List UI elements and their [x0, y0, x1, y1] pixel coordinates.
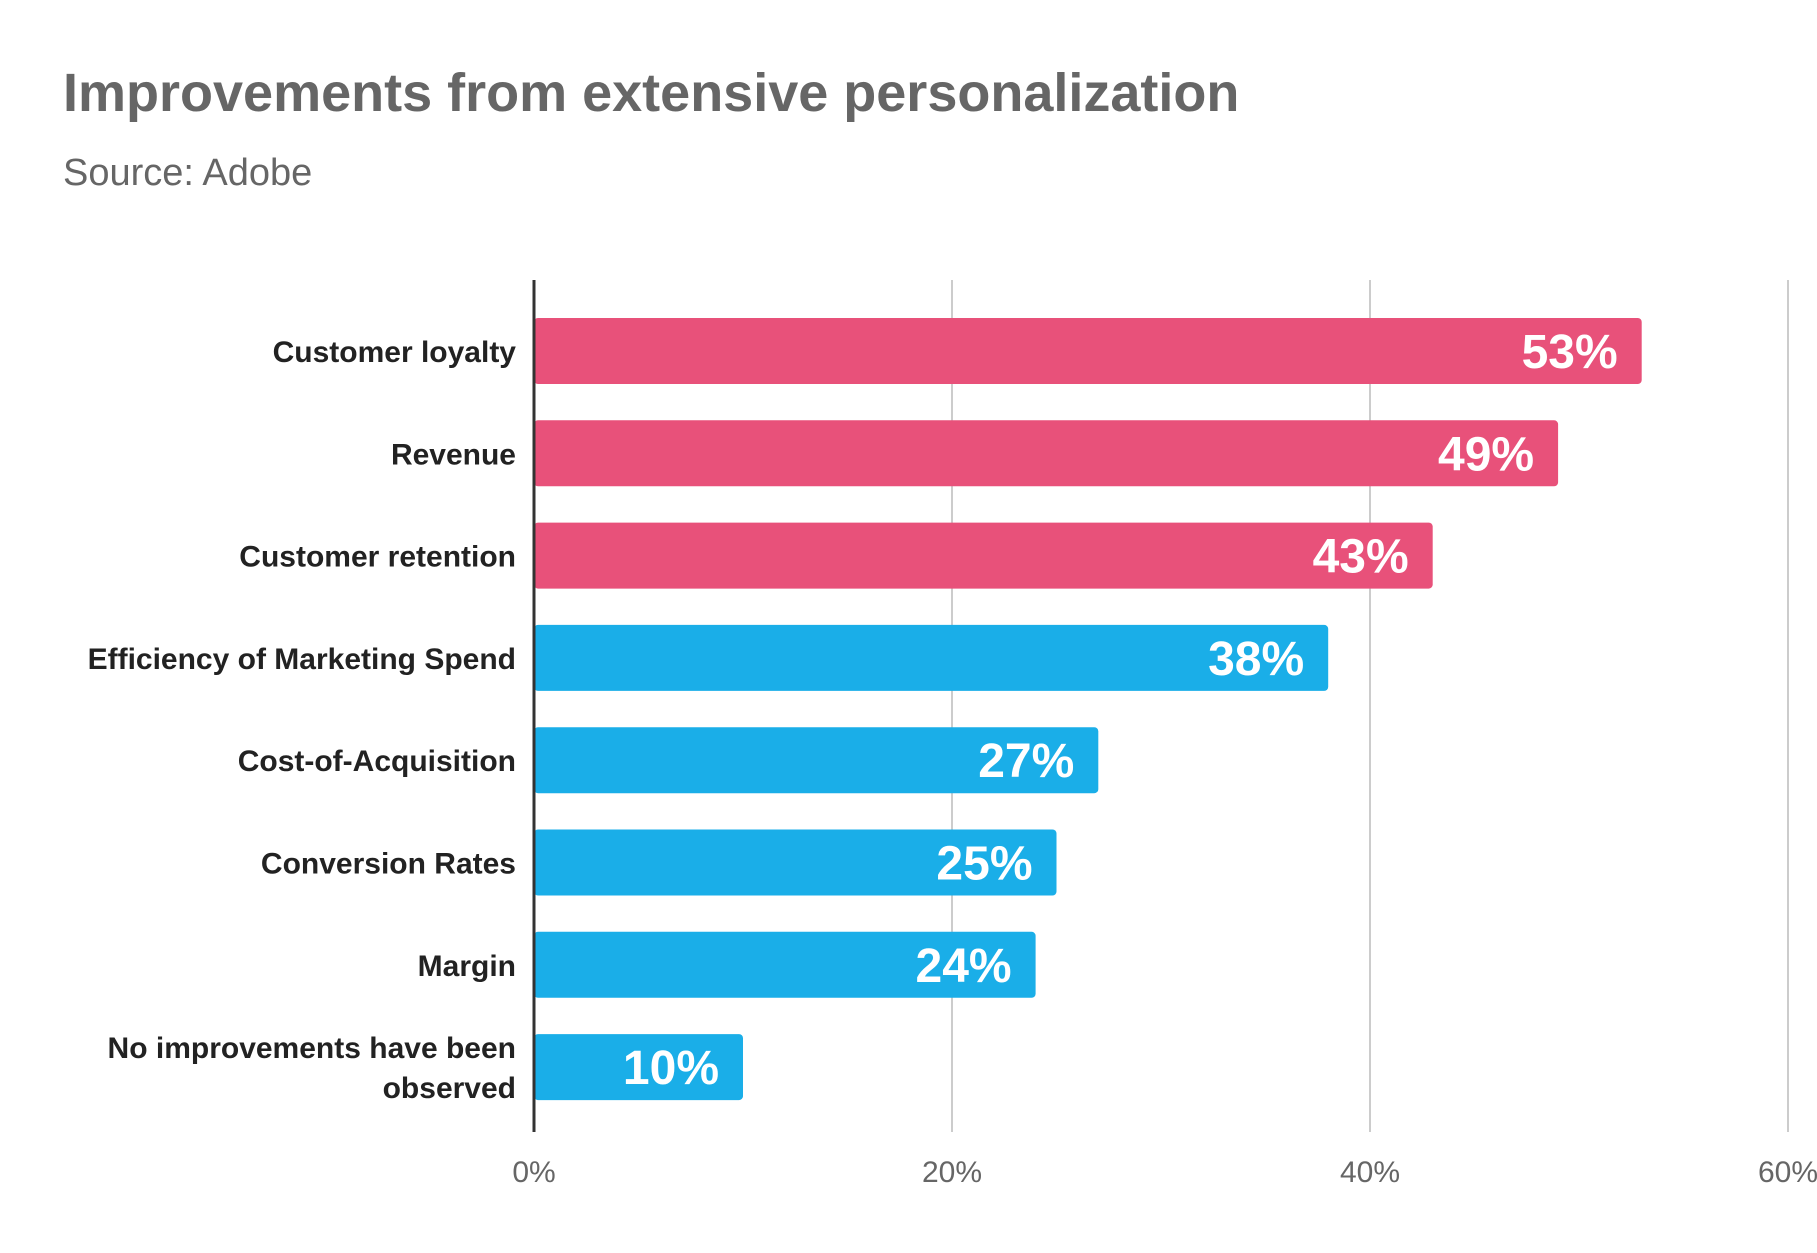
x-tick-label: 20%: [922, 1156, 982, 1189]
category-label: Efficiency of Marketing Spend: [88, 643, 516, 676]
bar: [534, 522, 1433, 589]
category-label: Cost-of-Acquisition: [238, 745, 516, 778]
category-label: Customer retention: [239, 541, 516, 574]
category-label-line: Conversion Rates: [261, 848, 516, 881]
category-label-line: Margin: [418, 950, 516, 983]
bar: [534, 420, 1559, 487]
bar-value-label: 25%: [936, 838, 1032, 891]
category-label-line: Customer retention: [239, 541, 516, 574]
gridlines: [951, 280, 1789, 1132]
bar: [534, 727, 1099, 794]
bar-value-label: 24%: [916, 940, 1012, 993]
x-tick-label: 60%: [1758, 1156, 1817, 1189]
bar: [534, 1034, 743, 1101]
x-tick-label: 40%: [1340, 1156, 1400, 1189]
category-label: Customer loyalty: [273, 336, 517, 369]
x-axis-ticks: 0% 20% 40% 60%: [512, 1156, 1817, 1189]
category-label-line: Efficiency of Marketing Spend: [88, 643, 516, 676]
bar-value-label: 10%: [623, 1042, 719, 1095]
bars: 53% 49% 43%38% 27% 25% 24% 10%: [534, 318, 1642, 1101]
category-label-line: Customer loyalty: [273, 336, 517, 369]
category-label-line: observed: [383, 1072, 516, 1105]
category-label-line: No improvements have been: [108, 1032, 516, 1065]
bar-value-label: 53%: [1522, 326, 1618, 379]
bar: [534, 829, 1057, 896]
category-label-line: Cost-of-Acquisition: [238, 745, 516, 778]
bar: [534, 318, 1642, 384]
bar: [534, 931, 1036, 998]
chart-title: Improvements from extensive personalizat…: [63, 63, 1240, 123]
bar-value-label: 43%: [1313, 531, 1409, 584]
bar: [534, 624, 1329, 691]
category-label: No improvements have been observed: [108, 1032, 516, 1105]
category-label-line: Revenue: [391, 438, 516, 471]
category-label: Conversion Rates: [261, 848, 516, 881]
chart-subtitle: Source: Adobe: [63, 152, 313, 194]
x-tick-label: 0%: [512, 1156, 555, 1189]
category-labels: Customer loyalty Revenue Customer retentio…: [88, 336, 517, 1105]
bar-value-label: 49%: [1438, 428, 1534, 481]
bar-value-label: 27%: [978, 735, 1074, 788]
bar-value-label: 38%: [1208, 633, 1304, 686]
category-label: Margin: [418, 950, 516, 983]
category-label: Revenue: [391, 438, 516, 471]
